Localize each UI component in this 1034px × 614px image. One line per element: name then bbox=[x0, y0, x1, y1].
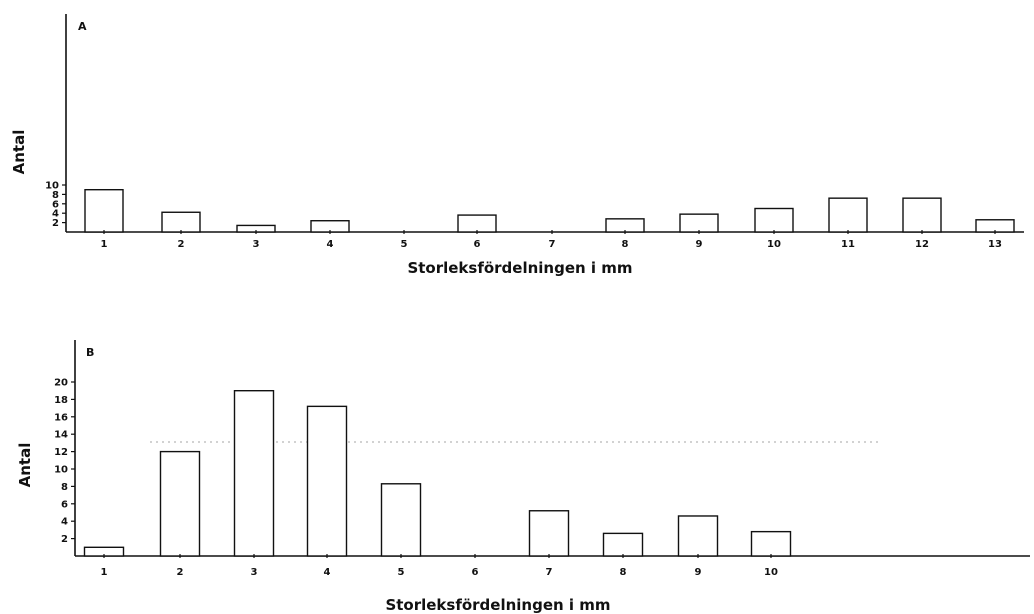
panel-a-x-tick-label: 8 bbox=[622, 239, 629, 250]
panel-b-bar bbox=[528, 510, 570, 557]
panel-b-x-tick-label: 10 bbox=[764, 567, 778, 578]
panel-b-y-tick-label: 2 bbox=[61, 534, 68, 545]
panel-a-bar bbox=[754, 207, 794, 233]
panel-b-y-tick-label: 18 bbox=[54, 395, 68, 406]
panel-b-bar bbox=[602, 532, 644, 557]
panel-a-label: A bbox=[78, 20, 87, 33]
panel-b-x-tick-label: 6 bbox=[472, 567, 479, 578]
panel-a-y-axis-label: Antal bbox=[10, 130, 28, 175]
panel-b-bar bbox=[233, 390, 275, 557]
panel-a-x-tick-label: 1 bbox=[101, 239, 108, 250]
panel-a-x-tick-label: 4 bbox=[327, 239, 334, 250]
panel-a-x-tick-label: 3 bbox=[253, 239, 260, 250]
panel-b-bar bbox=[750, 530, 792, 557]
panel-a-x-tick-label: 13 bbox=[988, 239, 1002, 250]
panel-b-y-tick-label: 6 bbox=[61, 499, 68, 510]
panel-b-x-axis-label: Storleksfördelningen i mm bbox=[385, 596, 610, 614]
panel-b-bar bbox=[159, 450, 201, 557]
panel-b-bar bbox=[306, 405, 348, 557]
panel-b-y-axis-label: Antal bbox=[16, 443, 34, 488]
panel-a-x-tick-label: 12 bbox=[915, 239, 929, 250]
panel-b-x-tick-label: 2 bbox=[177, 567, 184, 578]
panel-a-bar bbox=[457, 214, 497, 233]
panel-b-x-tick-label: 5 bbox=[398, 567, 405, 578]
panel-a-bar bbox=[902, 197, 942, 233]
panel-a-bar bbox=[828, 197, 868, 233]
panel-a-x-tick-label: 6 bbox=[474, 239, 481, 250]
panel-b-y-tick-label: 12 bbox=[54, 447, 68, 458]
panel-a-x-tick-label: 7 bbox=[549, 239, 556, 250]
panel-b-x-tick-label: 8 bbox=[620, 567, 627, 578]
panel-b-y-tick-label: 4 bbox=[61, 517, 68, 528]
panel-b-label: B bbox=[86, 346, 94, 359]
panel-a-x-tick-label: 11 bbox=[841, 239, 855, 250]
panel-a-x-tick-label: 10 bbox=[767, 239, 781, 250]
panel-b-bar bbox=[677, 515, 719, 557]
panel-b-x-tick-label: 9 bbox=[695, 567, 702, 578]
panel-b-y-tick-label: 16 bbox=[54, 412, 68, 423]
panel-a-x-axis-label: Storleksfördelningen i mm bbox=[407, 259, 632, 277]
panel-b-y-tick-label: 20 bbox=[54, 378, 68, 389]
panel-b-x-tick-label: 3 bbox=[251, 567, 258, 578]
panel-b-y-tick-label: 14 bbox=[54, 430, 68, 441]
panel-b-x-tick-label: 7 bbox=[546, 567, 553, 578]
panel-b-x-tick-label: 1 bbox=[101, 567, 108, 578]
panel-a-y-tick-label: 2 bbox=[52, 218, 59, 229]
panel-a-y-tick-label: 8 bbox=[52, 190, 59, 201]
panel-b: B Antal Storleksfördelningen i mm 2 4 6 8 10… bbox=[16, 340, 1030, 614]
panel-a-x-tick-label: 5 bbox=[401, 239, 408, 250]
panel-a-x-tick-label: 9 bbox=[696, 239, 703, 250]
panel-a-y-tick-label: 4 bbox=[52, 209, 59, 220]
panel-a-y-tick-label: 6 bbox=[52, 199, 59, 210]
panel-b-y-tick-label: 10 bbox=[54, 465, 68, 476]
panel-a-bar bbox=[84, 188, 124, 233]
panel-a-y-tick-label: 10 bbox=[45, 181, 59, 192]
panel-a-bar bbox=[679, 213, 719, 233]
panel-b-x-tick-label: 4 bbox=[324, 567, 331, 578]
panel-a-x-tick-label: 2 bbox=[178, 239, 185, 250]
panel-b-bar bbox=[380, 483, 422, 557]
panel-a-bar bbox=[161, 211, 201, 233]
panel-b-y-tick-label: 8 bbox=[61, 482, 68, 493]
panel-a: A Antal Storleksfördelningen i mm 246810… bbox=[10, 14, 1024, 277]
